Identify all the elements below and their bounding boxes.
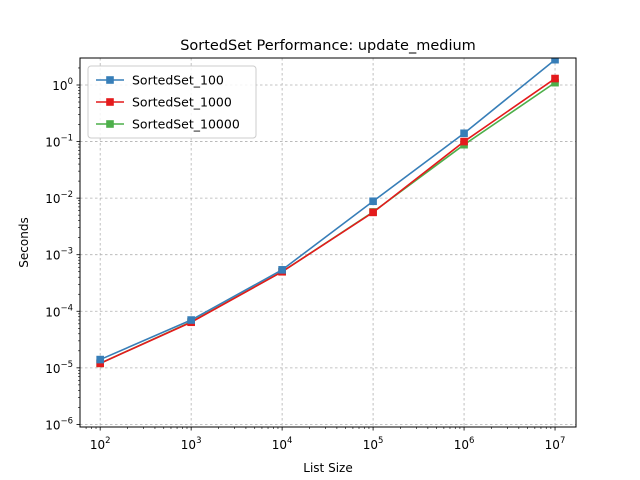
legend-box: [87, 65, 257, 139]
series-line: [99, 59, 556, 361]
data-point: [460, 129, 468, 138]
series-line: [99, 77, 556, 365]
data-point: [551, 58, 559, 64]
legend-label: SortedSet_10000: [132, 117, 240, 132]
data-point: [369, 208, 377, 217]
chart-title: SortedSet Performance: update_medium: [180, 38, 476, 54]
legend-label: SortedSet_1000: [132, 95, 232, 110]
legend-entry: SortedSet_10000: [96, 117, 240, 132]
legend: SortedSet_100 SortedSet_1000 SortedSet_100…: [87, 65, 257, 139]
legend-entry: SortedSet_100: [96, 73, 224, 88]
data-point: [278, 266, 286, 274]
series-sortedset-100: [96, 58, 559, 364]
data-point: [369, 197, 377, 206]
data-point: [460, 137, 468, 146]
data-point: [187, 316, 195, 324]
legend-marker: [106, 120, 114, 128]
data-point: [551, 74, 559, 83]
legend-label: SortedSet_100: [132, 73, 224, 88]
plot-series: [96, 58, 559, 368]
x-axis-label: List Size: [303, 461, 352, 475]
data-point: [551, 78, 559, 87]
data-point: [96, 355, 104, 364]
y-axis-label: Seconds: [17, 217, 31, 267]
legend-marker: [106, 76, 114, 84]
legend-marker: [106, 98, 114, 106]
plot-frame: [79, 57, 577, 428]
legend-entry: SortedSet_1000: [96, 95, 232, 110]
